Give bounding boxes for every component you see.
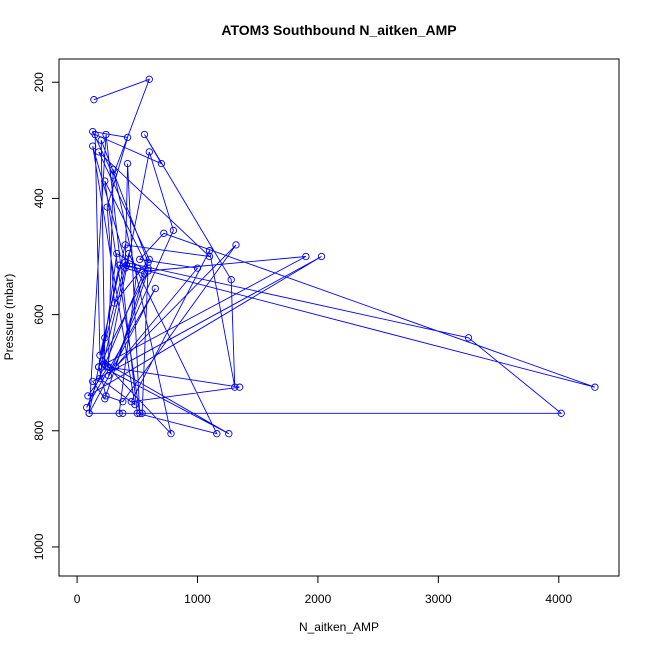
- data-point: [89, 377, 97, 386]
- data-point: [113, 249, 121, 258]
- x-tick-label: 1000: [184, 592, 211, 606]
- x-tick-label: 3000: [425, 592, 452, 606]
- data-point: [205, 252, 214, 261]
- data-point: [591, 383, 599, 391]
- chart-title: ATOM3 Southbound N_aitken_AMP: [221, 22, 456, 38]
- data-point: [302, 252, 310, 261]
- data-point: [91, 130, 99, 139]
- x-axis: 0 1000 2000 3000 4000: [74, 576, 572, 606]
- data-point: [235, 383, 244, 391]
- series-line: [86, 78, 596, 436]
- y-tick-label: 1000: [32, 533, 46, 560]
- data-point: [89, 142, 97, 150]
- y-tick-label: 400: [32, 188, 46, 208]
- data-point: [144, 264, 152, 272]
- data-point: [110, 299, 119, 307]
- data-point: [232, 241, 240, 249]
- data-point: [145, 148, 153, 156]
- data-point: [123, 159, 132, 168]
- data-point: [125, 249, 133, 258]
- y-tick-label: 200: [32, 72, 46, 92]
- data-point: [133, 264, 141, 272]
- plot-area-frame: [58, 58, 620, 577]
- data-point: [464, 334, 473, 342]
- data-point: [90, 96, 98, 104]
- data-point: [101, 395, 109, 403]
- data-point: [213, 430, 221, 438]
- data-point: [231, 383, 239, 391]
- x-tick-label: 4000: [545, 592, 572, 606]
- data-point: [167, 430, 175, 438]
- data-point: [115, 409, 123, 417]
- data-point: [557, 409, 565, 417]
- data-point: [121, 258, 129, 266]
- data-point: [95, 363, 103, 371]
- data-point: [131, 400, 139, 409]
- data-point: [133, 409, 141, 417]
- data-point: [227, 276, 235, 284]
- y-axis: 200 400 600 800 1000: [32, 72, 59, 560]
- data-point: [151, 284, 159, 293]
- data-point: [104, 371, 113, 380]
- data-point: [109, 165, 117, 174]
- x-tick-label: 0: [74, 592, 81, 606]
- data-point: [119, 409, 127, 417]
- data-point: [98, 357, 107, 365]
- data-point: [144, 267, 152, 275]
- data-point: [123, 133, 132, 142]
- y-axis-label: Pressure (mbar): [2, 274, 16, 361]
- data-point: [103, 203, 111, 211]
- data-point: [160, 229, 168, 237]
- data-point: [101, 177, 109, 185]
- data-point: [97, 136, 105, 144]
- data-point: [95, 148, 103, 156]
- data-point: [84, 392, 92, 400]
- x-tick-label: 2000: [305, 592, 332, 606]
- data-point: [136, 255, 144, 264]
- data-point: [169, 226, 178, 235]
- y-tick-label: 600: [32, 304, 46, 324]
- data-point: [102, 130, 110, 139]
- data-point: [136, 409, 144, 417]
- data-point: [138, 409, 146, 417]
- data-point: [96, 374, 104, 383]
- data-point: [111, 363, 120, 371]
- data-point: [205, 247, 214, 255]
- x-axis-label: N_aitken_AMP: [299, 620, 379, 634]
- data-point: [121, 241, 129, 249]
- data-point: [109, 171, 117, 179]
- data-point: [225, 430, 233, 438]
- y-tick-label: 800: [32, 420, 46, 440]
- data-point: [144, 258, 152, 266]
- data-point: [145, 75, 153, 83]
- data-point: [121, 264, 129, 272]
- data-point: [115, 261, 123, 269]
- data-point: [140, 130, 149, 139]
- data-point: [119, 398, 127, 406]
- data-point: [317, 252, 326, 261]
- data-point: [98, 363, 107, 371]
- data-point: [101, 334, 109, 342]
- data-point: [157, 159, 166, 168]
- data-point: [85, 409, 93, 417]
- data-point: [193, 264, 202, 272]
